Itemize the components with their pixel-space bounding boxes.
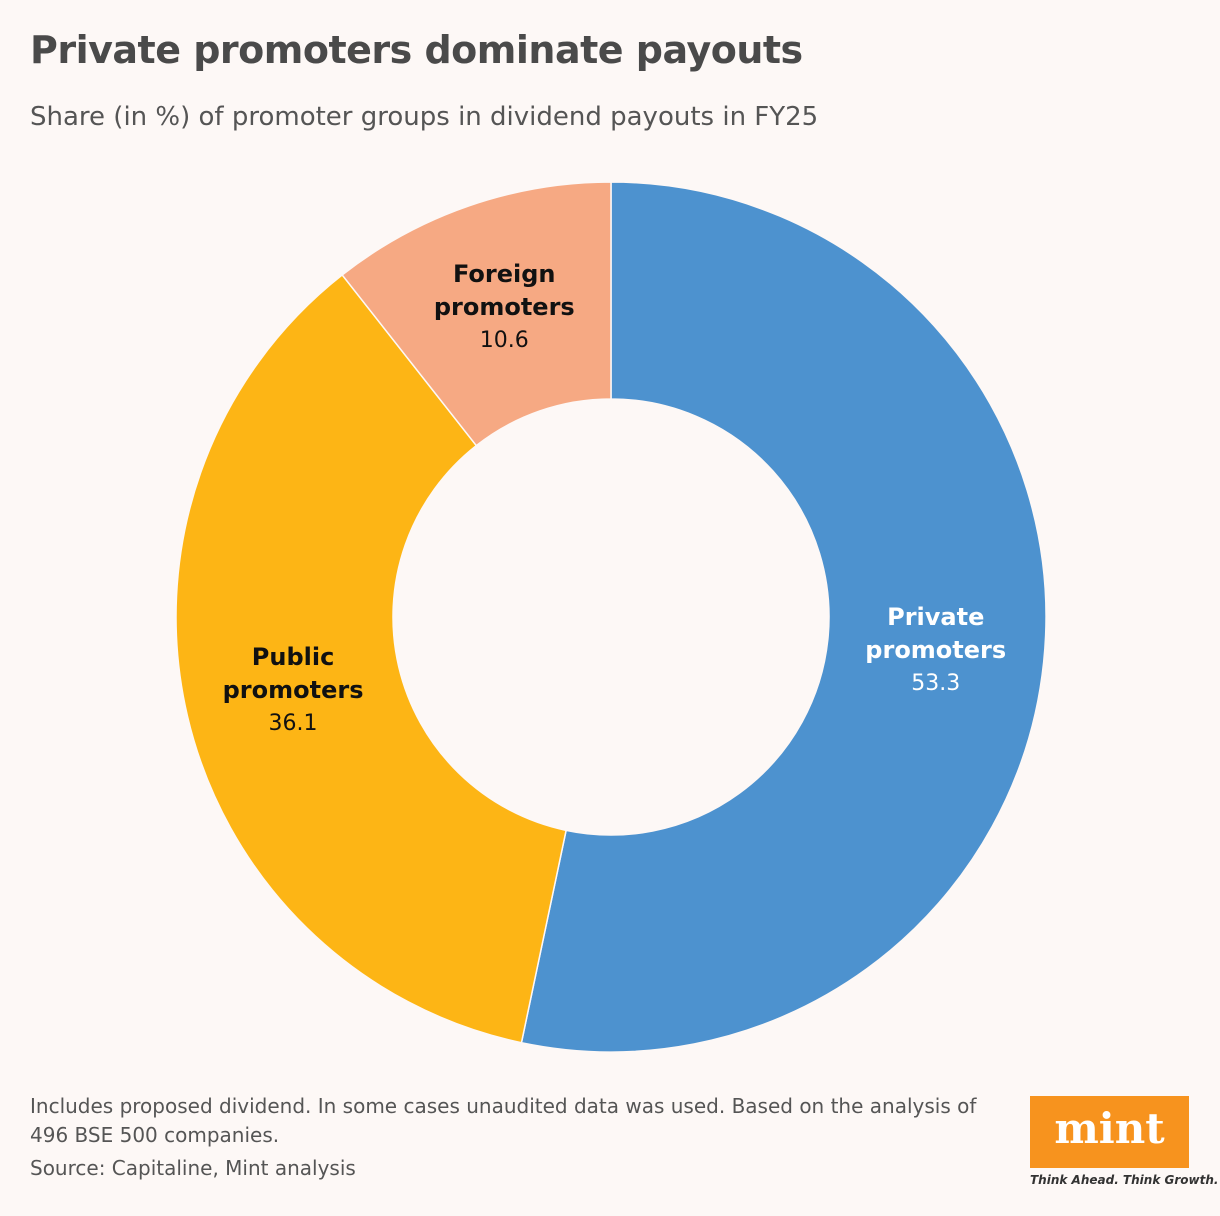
- donut-slice: [520, 181, 1047, 1053]
- source: Source: Capitaline, Mint analysis: [30, 1156, 356, 1180]
- footnote: Includes proposed dividend. In some case…: [30, 1094, 977, 1147]
- slice-value: 53.3: [911, 670, 961, 696]
- slice-value: 36.1: [268, 711, 318, 737]
- logo-tagline: Think Ahead. Think Growth.: [1030, 1173, 1219, 1187]
- slice-name: Foreign promoters: [433, 260, 575, 322]
- donut-slice: [175, 273, 568, 1044]
- slice-value: 10.6: [479, 328, 529, 354]
- slice-label: Foreign promoters 10.6: [404, 258, 604, 357]
- slice-name: Private promoters: [865, 602, 1007, 664]
- slice-name: Public promoters: [222, 643, 364, 705]
- donut-slice: [341, 181, 612, 447]
- chart-subtitle: Share (in %) of promoter groups in divid…: [30, 102, 819, 132]
- logo: mint: [1030, 1096, 1189, 1168]
- slice-label: Private promoters 53.3: [836, 601, 1036, 700]
- slice-label: Public promoters 36.1: [193, 641, 393, 740]
- chart-title: Private promoters dominate payouts: [30, 28, 803, 72]
